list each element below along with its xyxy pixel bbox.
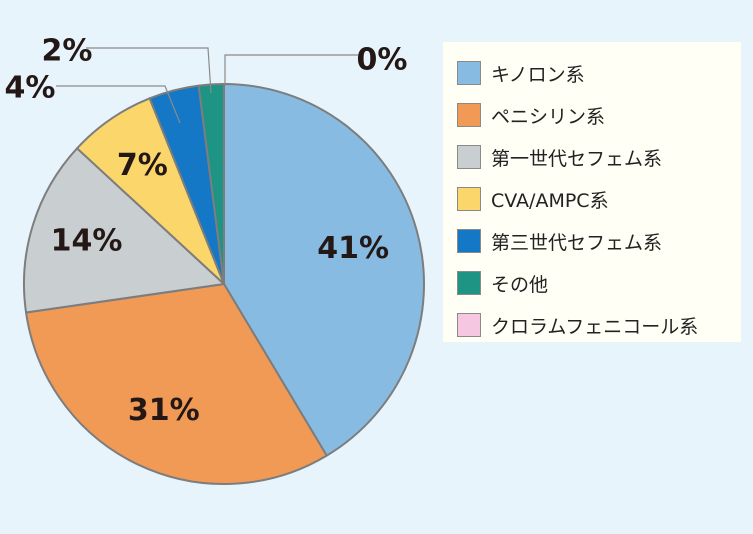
legend-label: キノロン系 bbox=[491, 63, 585, 86]
data-label-5: 2% bbox=[42, 34, 93, 69]
legend-label: ペニシリン系 bbox=[491, 105, 606, 128]
data-label-6: 0% bbox=[357, 43, 408, 78]
legend-swatch bbox=[457, 103, 481, 127]
data-label-0: 41% bbox=[317, 231, 389, 266]
data-label-2: 14% bbox=[51, 224, 123, 259]
data-label-1: 31% bbox=[128, 393, 200, 428]
legend-item: 第三世代セフェム系 bbox=[457, 220, 741, 262]
legend-swatch bbox=[457, 187, 481, 211]
leader-line-4 bbox=[56, 85, 181, 124]
data-label-3: 7% bbox=[117, 148, 168, 183]
legend-item: クロラムフェニコール系 bbox=[457, 304, 741, 346]
slice-0 bbox=[223, 83, 425, 457]
legend-item: ペニシリン系 bbox=[457, 94, 741, 136]
legend-label: CVA/AMPC系 bbox=[491, 189, 609, 212]
legend-label: その他 bbox=[491, 273, 549, 296]
legend-item: CVA/AMPC系 bbox=[457, 178, 741, 220]
legend-swatch bbox=[457, 313, 481, 337]
legend-item: 第一世代セフェム系 bbox=[457, 136, 741, 178]
legend-swatch bbox=[457, 61, 481, 85]
leader-line-6 bbox=[224, 54, 358, 86]
legend-item: その他 bbox=[457, 262, 741, 304]
legend-label: クロラムフェニコール系 bbox=[491, 315, 699, 338]
slice-5 bbox=[197, 83, 225, 285]
legend-label: 第一世代セフェム系 bbox=[491, 147, 663, 170]
data-label-4: 4% bbox=[5, 71, 56, 106]
legend-item: キノロン系 bbox=[457, 52, 741, 94]
legend-swatch bbox=[457, 271, 481, 295]
slice-2 bbox=[23, 147, 225, 314]
legend-label: 第三世代セフェム系 bbox=[491, 231, 663, 254]
slice-1 bbox=[25, 283, 328, 485]
legend-swatch bbox=[457, 145, 481, 169]
legend: キノロン系ペニシリン系第一世代セフェム系 CVA/AMPC系第三世代セフェム系 その… bbox=[443, 42, 741, 342]
legend-swatch bbox=[457, 229, 481, 253]
leader-line-5 bbox=[86, 47, 212, 94]
